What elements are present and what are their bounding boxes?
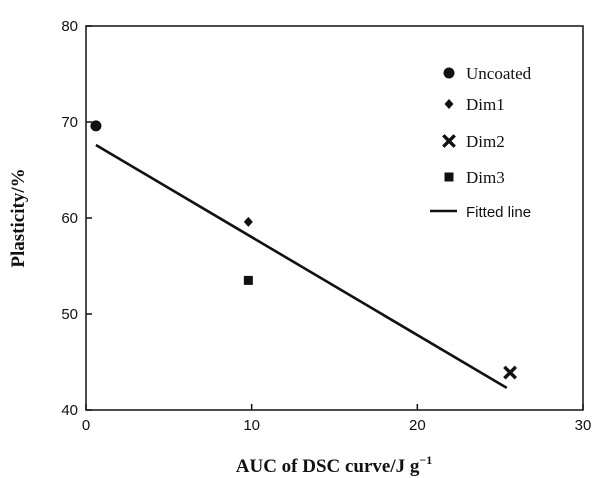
x-axis-title: AUC of DSC curve/J g−1 [236, 453, 433, 477]
data-point-dim3 [243, 275, 253, 285]
legend-label-dim1: Dim1 [466, 95, 505, 114]
data-point-dim2 [503, 365, 518, 380]
fitted-line [95, 143, 508, 390]
y-tick-label: 60 [61, 210, 78, 227]
x-axis-ticks: 0 10 20 30 [82, 404, 592, 434]
legend-marker-dim2 [442, 134, 456, 148]
y-tick-label: 40 [61, 402, 78, 419]
x-tick-label: 10 [243, 417, 260, 434]
data-point-dim1 [243, 216, 253, 227]
y-axis-ticks: 40 50 60 70 80 [61, 18, 92, 419]
data-point-uncoated [90, 120, 102, 132]
data-points [90, 120, 518, 380]
y-tick-label: 50 [61, 306, 78, 323]
legend-label-fitted-line: Fitted line [466, 204, 531, 221]
x-tick-label: 20 [409, 417, 426, 434]
legend-marker-dim3 [444, 172, 454, 182]
x-tick-label: 0 [82, 417, 90, 434]
x-axis-title-main: AUC of DSC curve/J g [236, 456, 420, 477]
legend-marker-dim1 [444, 99, 454, 109]
legend-label-uncoated: Uncoated [466, 64, 532, 83]
y-axis-title: Plasticity/% [8, 168, 29, 267]
legend-label-dim3: Dim3 [466, 168, 505, 187]
x-tick-label: 30 [575, 417, 592, 434]
x-axis-title-superscript: −1 [419, 453, 432, 467]
legend: Uncoated Dim1 Dim2 Dim3 Fitted line [430, 64, 532, 221]
y-tick-label: 80 [61, 18, 78, 35]
y-tick-label: 70 [61, 114, 78, 131]
legend-marker-uncoated [443, 67, 455, 79]
legend-label-dim2: Dim2 [466, 132, 505, 151]
